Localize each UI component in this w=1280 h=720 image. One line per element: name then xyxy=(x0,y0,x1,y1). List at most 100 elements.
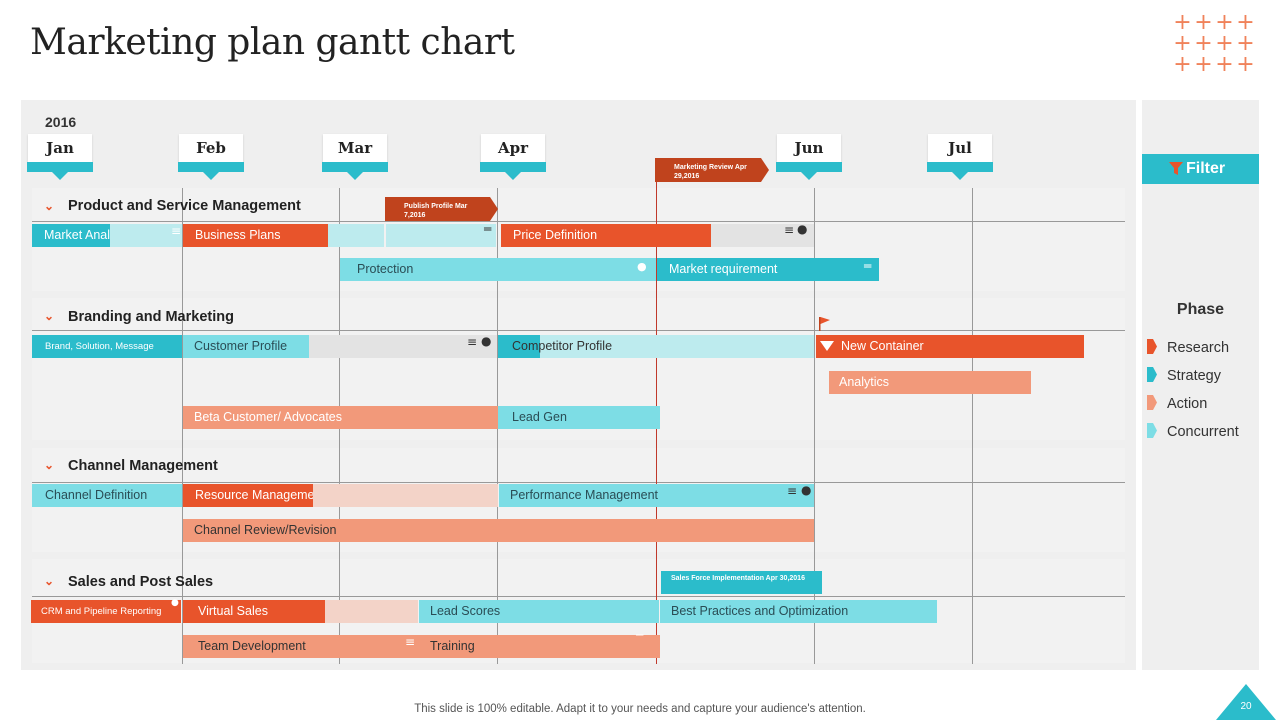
milestone-marker xyxy=(385,197,498,221)
month-jan: Jan xyxy=(28,134,92,162)
comment-icon[interactable]: ● xyxy=(171,598,179,608)
section-divider xyxy=(32,596,1125,597)
month-arrow-apr xyxy=(480,162,546,180)
month-jul: Jul xyxy=(928,134,992,162)
gantt-bar-brand-solution-message[interactable]: Brand, Solution, Message xyxy=(32,335,182,358)
comment-icon[interactable]: ● xyxy=(637,260,647,273)
gantt-bar-bg xyxy=(309,335,497,358)
legend-label: Strategy xyxy=(1167,368,1221,384)
page-number: 20 xyxy=(1240,701,1252,712)
gantt-bar-performance-management[interactable]: Performance Management xyxy=(499,484,814,507)
section-divider xyxy=(32,482,1125,483)
legend-swatch xyxy=(1147,339,1157,354)
legend-swatch xyxy=(1147,367,1157,382)
gantt-bar-training[interactable]: Training xyxy=(419,635,660,658)
gantt-bar-competitor-profile[interactable]: Competitor Profile xyxy=(512,339,613,353)
notes-icon[interactable]: ≡ xyxy=(784,223,795,237)
gantt-bar-best-practices[interactable]: Best Practices and Optimization xyxy=(660,600,937,623)
month-arrow-jul xyxy=(927,162,993,180)
filter-button[interactable]: Filter xyxy=(1142,154,1259,184)
notes-icon[interactable]: ═ xyxy=(864,259,872,273)
month-apr: Apr xyxy=(481,134,545,162)
section-divider xyxy=(32,330,1125,331)
milestone-sales-force: Sales Force Implementation Apr 30,2016 xyxy=(671,575,805,582)
gantt-bar-analytics[interactable]: Analytics xyxy=(829,371,1031,394)
milestone-marker xyxy=(661,571,822,594)
gantt-bar-channel-review[interactable]: Channel Review/Revision xyxy=(183,519,814,542)
gantt-bar-bg xyxy=(386,224,496,247)
gantt-bar-bg xyxy=(328,224,384,247)
page-title: Marketing plan gantt chart xyxy=(30,22,515,63)
page-number-badge xyxy=(1216,684,1276,720)
gantt-bar-beta-customer[interactable]: Beta Customer/ Advocates xyxy=(183,406,498,429)
gantt-bar-bg xyxy=(313,484,498,507)
gantt-bar-virtual-sales[interactable]: Virtual Sales xyxy=(183,600,325,623)
chevron-down-icon[interactable]: ⌄ xyxy=(44,458,55,472)
filter-label: Filter xyxy=(1186,160,1226,177)
filter-sidepanel xyxy=(1142,100,1259,670)
notes-icon[interactable]: ≡ xyxy=(171,224,182,238)
gantt-bar-resource-management[interactable]: Resource Management xyxy=(183,484,313,507)
gantt-bar-lead-scores[interactable]: Lead Scores xyxy=(419,600,659,623)
flag-icon xyxy=(819,317,830,331)
milestone-marker xyxy=(655,158,769,182)
gantt-bar-new-container[interactable]: New Container xyxy=(816,335,1084,358)
month-arrow-jan xyxy=(27,162,93,180)
notes-icon[interactable]: ≡ xyxy=(405,635,416,649)
month-arrow-mar xyxy=(322,162,388,180)
comment-icon[interactable]: ● xyxy=(797,222,808,236)
legend-action[interactable]: Action xyxy=(1147,395,1207,412)
legend-label: Research xyxy=(1167,340,1230,356)
month-mar: Mar xyxy=(323,134,387,162)
legend-swatch xyxy=(1147,423,1157,438)
gantt-bar-business-plans[interactable]: Business Plans xyxy=(183,224,328,247)
legend-label: Action xyxy=(1167,396,1208,412)
gantt-bar-bg xyxy=(325,600,418,623)
month-arrow-jun xyxy=(776,162,842,180)
section-title-branding[interactable]: Branding and Marketing xyxy=(68,309,234,325)
chevron-down-icon[interactable]: ⌄ xyxy=(44,199,55,213)
legend-research[interactable]: Research xyxy=(1147,339,1229,356)
section-title-channel[interactable]: Channel Management xyxy=(68,458,218,474)
section-title-product[interactable]: Product and Service Management xyxy=(68,198,301,214)
gridline-jun xyxy=(814,188,815,664)
notes-icon[interactable]: ≡ xyxy=(787,484,798,498)
chevron-down-icon[interactable]: ⌄ xyxy=(44,574,55,588)
gantt-bar-bg xyxy=(711,224,814,247)
notes-icon[interactable]: ═ xyxy=(484,222,492,236)
section-title-sales[interactable]: Sales and Post Sales xyxy=(68,574,214,590)
gantt-bar-price-definition[interactable]: Price Definition xyxy=(501,224,711,247)
legend-swatch xyxy=(1147,395,1157,410)
notes-icon[interactable]: ≡ xyxy=(467,335,478,349)
gantt-bar-protection[interactable]: Protection xyxy=(340,258,656,281)
gantt-bar-bg xyxy=(110,224,182,247)
chevron-down-icon[interactable]: ⌄ xyxy=(44,309,55,323)
milestone-publish-profile: Publish Profile Mar 7,2016 xyxy=(404,203,468,219)
gantt-bar-bg xyxy=(540,335,814,358)
section-divider xyxy=(32,221,1125,222)
month-arrow-feb xyxy=(178,162,244,180)
legend-label: Concurrent xyxy=(1167,424,1239,440)
legend-strategy[interactable]: Strategy xyxy=(1147,367,1221,384)
comment-icon[interactable]: ● xyxy=(801,483,812,497)
comment-icon[interactable]: ● xyxy=(481,334,492,348)
plus-pattern-decoration: + + + + + + + + + + + + xyxy=(1173,10,1255,77)
year-label: 2016 xyxy=(45,114,77,130)
phase-title: Phase xyxy=(1176,301,1225,318)
legend-concurrent[interactable]: Concurrent xyxy=(1147,423,1239,440)
gantt-bar-market-requirement[interactable]: Market requirement xyxy=(657,258,879,281)
month-jun: Jun xyxy=(777,134,841,162)
triangle-down-icon xyxy=(820,341,834,351)
gantt-bar-progress xyxy=(498,335,540,358)
gantt-bar-market-analysis[interactable]: Market Analysis xyxy=(32,224,110,247)
gantt-bar-crm-pipeline[interactable]: CRM and Pipeline Reporting xyxy=(31,600,181,623)
gridline-jul xyxy=(972,188,973,664)
gantt-bar-channel-definition[interactable]: Channel Definition xyxy=(32,484,182,507)
footer-text: This slide is 100% editable. Adapt it to… xyxy=(414,703,866,715)
gantt-bar-customer-profile[interactable]: Customer Profile xyxy=(183,335,309,358)
month-feb: Feb xyxy=(179,134,243,162)
gantt-bar-lead-gen[interactable]: Lead Gen xyxy=(498,406,660,429)
gridline-feb xyxy=(182,188,183,664)
minus-icon[interactable]: ─ xyxy=(636,628,644,642)
gantt-bar-team-development[interactable]: Team Development xyxy=(183,635,419,658)
